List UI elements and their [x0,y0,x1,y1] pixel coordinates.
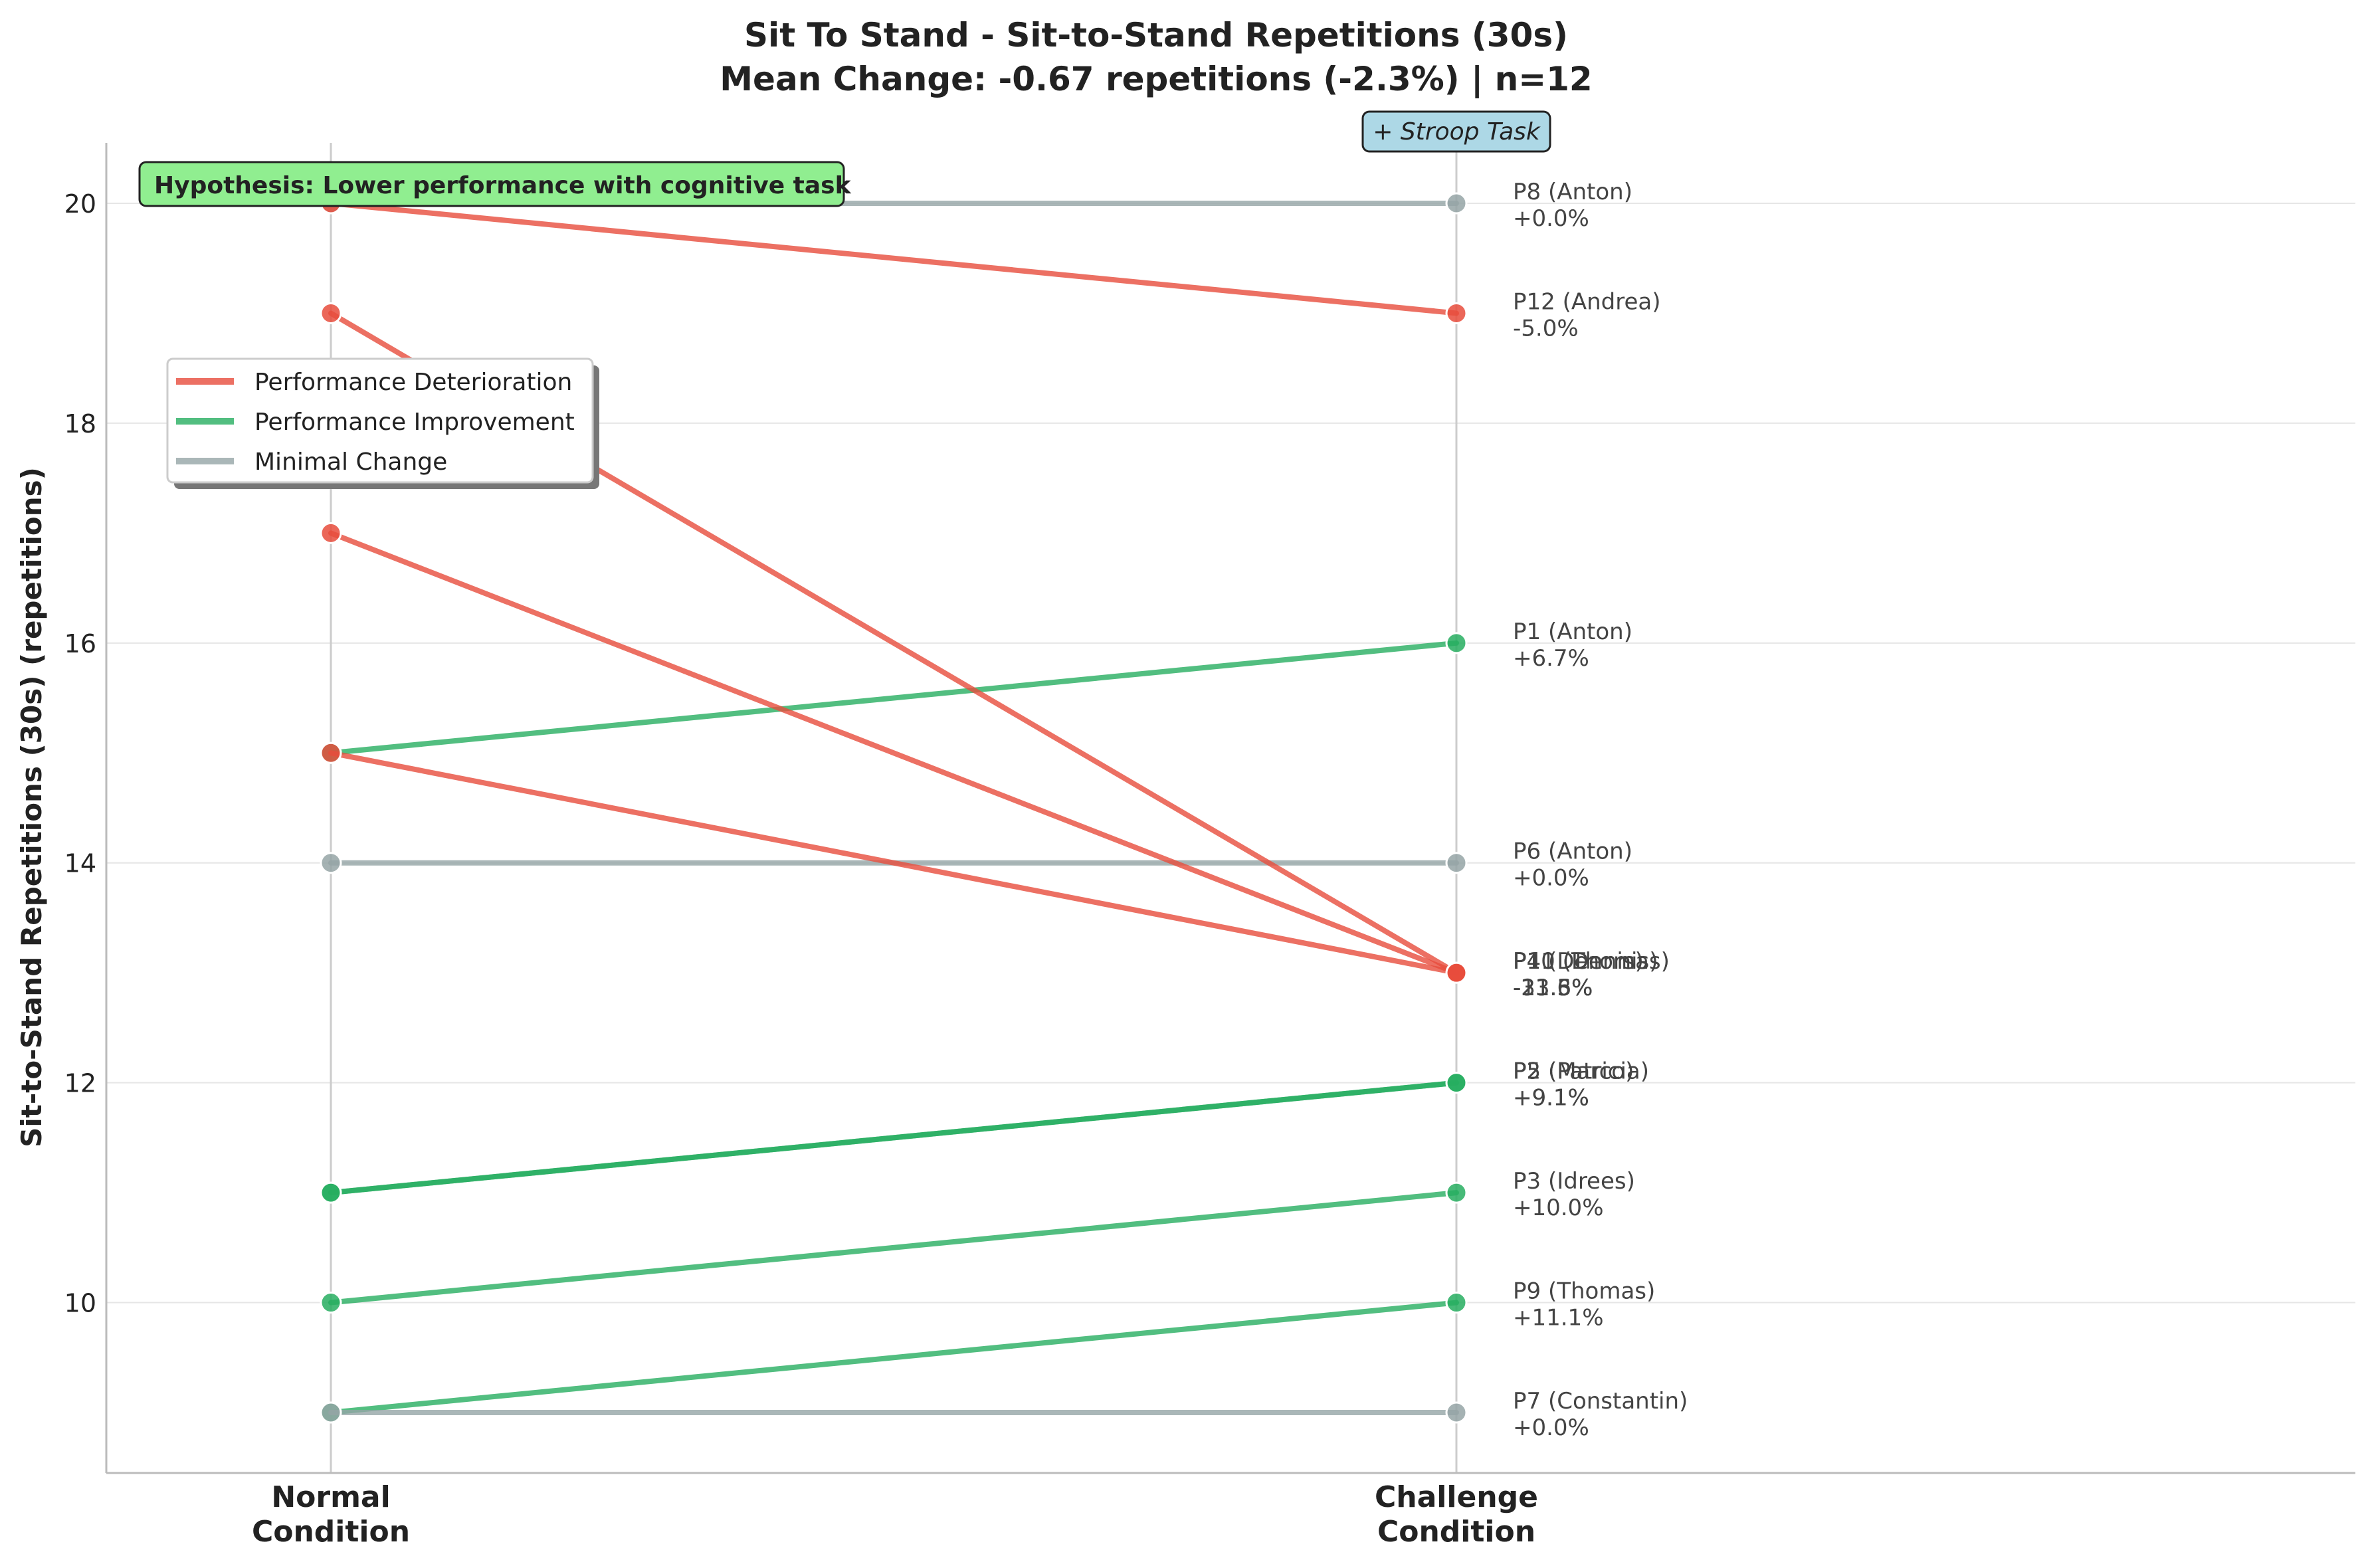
y-tick-label: 12 [64,1069,96,1098]
normal-point [320,1181,342,1204]
challenge-tag: + Stroop Task [1361,110,1551,153]
y-tick-label: 14 [64,849,96,878]
y-tick-label: 18 [64,409,96,439]
participant-name: P12 (Andrea) [1513,288,1660,315]
participant-name: P11 (Dennis) [1513,948,1658,975]
participant-name: P8 (Anton) [1513,179,1632,205]
participant-series [320,1181,1468,1314]
legend: Performance Deterioration Performance Imp… [166,357,599,489]
normal-point [320,741,342,764]
participant-line [328,1300,1459,1415]
participant-change: +9.1% [1513,1085,1589,1112]
chart-subtitle: Mean Change: -0.67 repetitions (-2.3%) |… [720,60,1592,98]
y-tick-labels: 10 12 14 16 18 20 [64,189,96,1318]
normal-point [320,852,342,874]
participant-labels: P8 (Anton)+0.0%P12 (Andrea)-5.0%P1 (Anto… [1513,179,1688,1441]
chart-title: Sit To Stand - Sit-to-Stand Repetitions … [744,16,1568,54]
challenge-point [1445,961,1468,984]
challenge-point [1445,302,1468,324]
participant-line [328,1080,1459,1196]
participant-name: P7 (Constantin) [1513,1388,1688,1415]
participant-change: -23.5% [1513,975,1593,1001]
challenge-point [1445,632,1468,654]
normal-point [320,302,342,324]
legend-label: Minimal Change [254,448,447,476]
x-tick-labels: Normal Condition Challenge Condition [252,1480,1538,1549]
y-axis-label: Sit-to-Stand Repetitions (30s) (repetiti… [15,467,48,1147]
participant-name: P2 (Patricia) [1513,1058,1649,1085]
participant-change: +10.0% [1513,1195,1604,1221]
x-tick-label: Normal Condition [252,1480,410,1549]
participant-name: P10 (Thomas) [1513,948,1670,975]
x-tick-label: Challenge Condition [1375,1480,1538,1549]
participant-line [328,750,1459,976]
participant-change: -31.6% [1513,975,1593,1001]
participant-name: P6 (Anton) [1513,838,1632,865]
hypothesis-box: Hypothesis: Lower performance with cogni… [138,161,852,207]
normal-point [320,1401,342,1424]
participant-change: +11.1% [1513,1305,1604,1331]
challenge-point [1445,1401,1468,1424]
hypothesis-text: Hypothesis: Lower performance with cogni… [154,172,852,199]
challenge-point [1445,1181,1468,1204]
normal-point [320,1292,342,1314]
participant-change: -13.3% [1513,975,1593,1001]
participant-name: P4 (Dennis) [1513,948,1644,975]
participant-change: +9.1% [1513,1085,1589,1112]
participant-series [320,1401,1468,1424]
axes [105,143,2355,1474]
challenge-point [1445,1292,1468,1314]
participant-name: P1 (Anton) [1513,619,1632,645]
participant-series [320,741,1468,984]
participant-name: P9 (Thomas) [1513,1278,1655,1305]
participant-series [320,1072,1468,1204]
participant-change: +0.0% [1513,1415,1589,1441]
participant-line [328,530,1459,976]
challenge-tag-text: + Stroop Task [1373,118,1541,146]
challenge-point [1445,852,1468,874]
participant-line [328,1190,1459,1306]
y-tick-label: 10 [64,1289,96,1318]
normal-point [320,522,342,544]
participant-change: +0.0% [1513,205,1589,232]
participant-name: P5 (Marco) [1513,1058,1634,1085]
participant-change: +0.0% [1513,865,1589,892]
participant-line [328,201,1459,316]
participant-change: -5.0% [1513,315,1579,342]
challenge-point [1445,192,1468,215]
challenge-point [1445,1072,1468,1094]
legend-label: Performance Improvement [254,409,575,436]
participant-name: P3 (Idrees) [1513,1168,1635,1195]
legend-label: Performance Deterioration [254,369,572,396]
participant-line [328,640,1459,756]
participant-change: +6.7% [1513,645,1589,672]
y-tick-label: 20 [64,189,96,219]
y-tick-label: 16 [64,629,96,658]
